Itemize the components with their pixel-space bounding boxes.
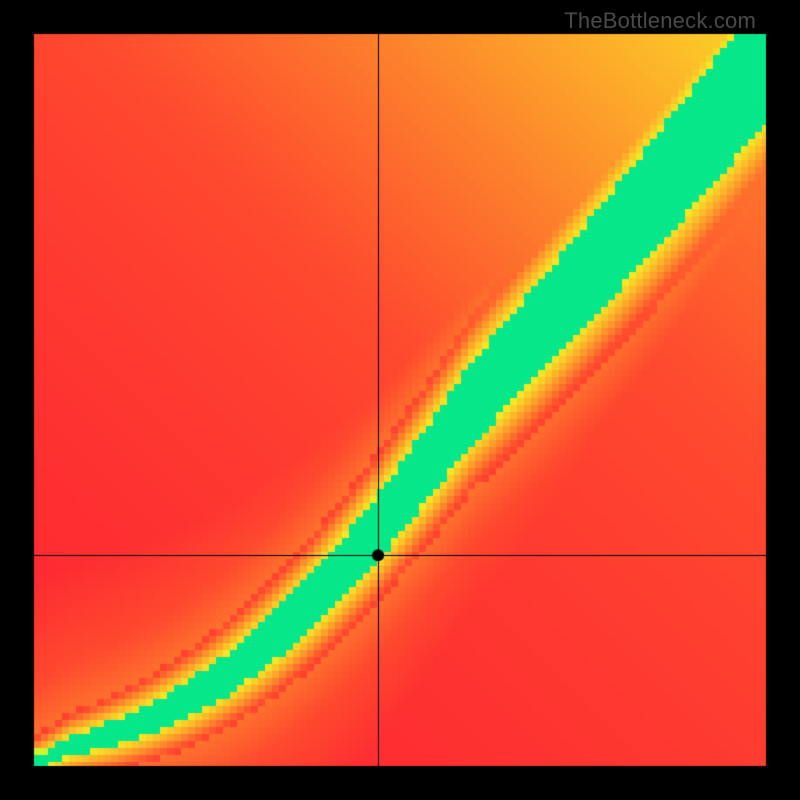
chart-container: TheBottleneck.com <box>0 0 800 800</box>
watermark-text: TheBottleneck.com <box>564 8 756 34</box>
bottleneck-heatmap <box>0 0 800 800</box>
